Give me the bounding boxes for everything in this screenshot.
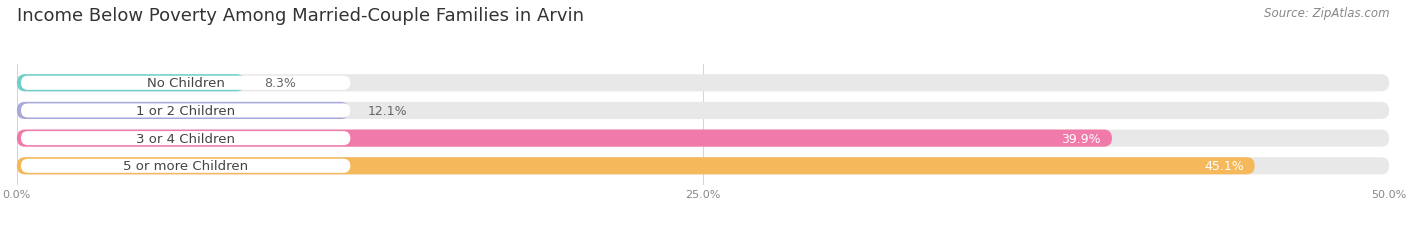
Text: 5 or more Children: 5 or more Children — [124, 160, 249, 173]
FancyBboxPatch shape — [17, 102, 1389, 119]
Text: 12.1%: 12.1% — [368, 104, 408, 117]
FancyBboxPatch shape — [17, 102, 349, 119]
FancyBboxPatch shape — [17, 130, 1389, 147]
FancyBboxPatch shape — [17, 75, 1389, 92]
Text: 45.1%: 45.1% — [1204, 160, 1244, 173]
Text: 1 or 2 Children: 1 or 2 Children — [136, 104, 235, 117]
Text: Income Below Poverty Among Married-Couple Families in Arvin: Income Below Poverty Among Married-Coupl… — [17, 7, 583, 25]
FancyBboxPatch shape — [17, 158, 1254, 175]
FancyBboxPatch shape — [21, 131, 350, 146]
FancyBboxPatch shape — [17, 158, 1389, 175]
Text: 8.3%: 8.3% — [264, 77, 295, 90]
FancyBboxPatch shape — [21, 159, 350, 173]
FancyBboxPatch shape — [21, 104, 350, 118]
Text: 39.9%: 39.9% — [1062, 132, 1101, 145]
Text: No Children: No Children — [146, 77, 225, 90]
Text: 3 or 4 Children: 3 or 4 Children — [136, 132, 235, 145]
FancyBboxPatch shape — [17, 130, 1112, 147]
FancyBboxPatch shape — [17, 75, 245, 92]
FancyBboxPatch shape — [21, 76, 350, 90]
Text: Source: ZipAtlas.com: Source: ZipAtlas.com — [1264, 7, 1389, 20]
